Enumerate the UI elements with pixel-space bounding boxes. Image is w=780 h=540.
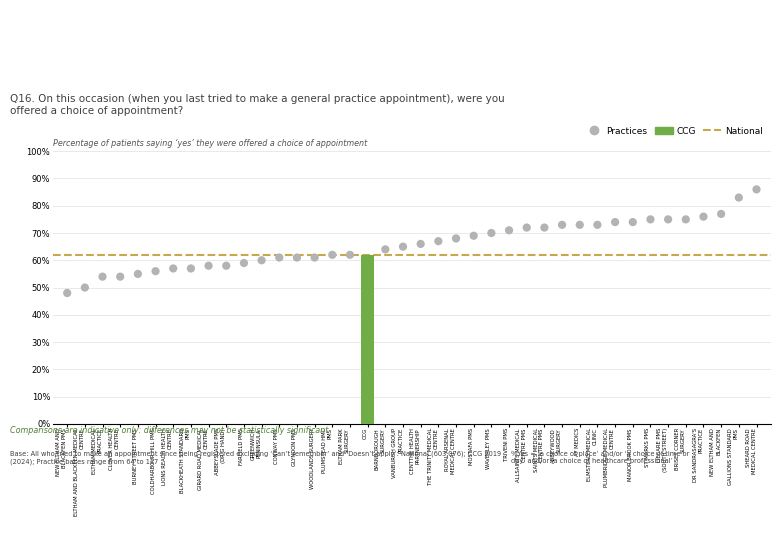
Point: [556, 220, 569, 229]
Point: [96, 272, 108, 281]
Point: [379, 245, 392, 254]
Point: [520, 223, 533, 232]
Point: [732, 193, 745, 202]
Text: how the CCG’s practices compare: how the CCG’s practices compare: [10, 52, 364, 71]
Bar: [361, 255, 374, 424]
Point: [715, 210, 728, 218]
Text: Ipsos MORI
Social Research Institute
© Ipsos MORI   18-043653-01 | Version 1 | P: Ipsos MORI Social Research Institute © I…: [10, 514, 172, 536]
Point: [467, 232, 480, 240]
Point: [432, 237, 445, 246]
Point: [326, 251, 339, 259]
Point: [538, 223, 551, 232]
Point: [344, 251, 356, 259]
Text: 25: 25: [382, 518, 398, 531]
Point: [167, 264, 179, 273]
Point: [591, 220, 604, 229]
Text: Percentage of patients saying ‘yes’ they were offered a choice of appointment: Percentage of patients saying ‘yes’ they…: [53, 139, 367, 147]
Point: [626, 218, 639, 226]
Text: Comparisons are indicative only: differences may not be statistically significan: Comparisons are indicative only: differe…: [10, 426, 328, 435]
Point: [202, 261, 215, 270]
Text: Choice of appointment:: Choice of appointment:: [10, 18, 257, 37]
Legend: Practices, CCG, National: Practices, CCG, National: [581, 123, 766, 139]
Point: [291, 253, 303, 262]
Point: [485, 229, 498, 238]
Point: [503, 226, 516, 234]
Point: [308, 253, 321, 262]
Point: [679, 215, 692, 224]
Point: [114, 272, 126, 281]
Point: [750, 185, 763, 194]
Point: [397, 242, 410, 251]
Text: %Yes = ‘a choice of place’ and/or ‘a choice of time or
day’ and/or ‘a choice of : %Yes = ‘a choice of place’ and/or ‘a cho…: [511, 451, 690, 464]
Point: [255, 256, 268, 265]
Point: [273, 253, 285, 262]
Point: [450, 234, 463, 243]
Point: [697, 212, 710, 221]
Point: [609, 218, 622, 226]
Point: [79, 283, 91, 292]
Point: [220, 261, 232, 270]
Point: [149, 267, 161, 275]
Point: [573, 220, 586, 229]
Point: [238, 259, 250, 267]
Text: Base: All who tried to make an appointment since being registered excluding ‘Can: Base: All who tried to make an appointme…: [10, 451, 502, 465]
Text: Q16. On this occasion (when you last tried to make a general practice appointmen: Q16. On this occasion (when you last tri…: [10, 94, 505, 116]
Point: [185, 264, 197, 273]
Point: [61, 289, 73, 298]
Point: [662, 215, 675, 224]
Point: [414, 240, 427, 248]
Point: [132, 269, 144, 278]
Point: [644, 215, 657, 224]
